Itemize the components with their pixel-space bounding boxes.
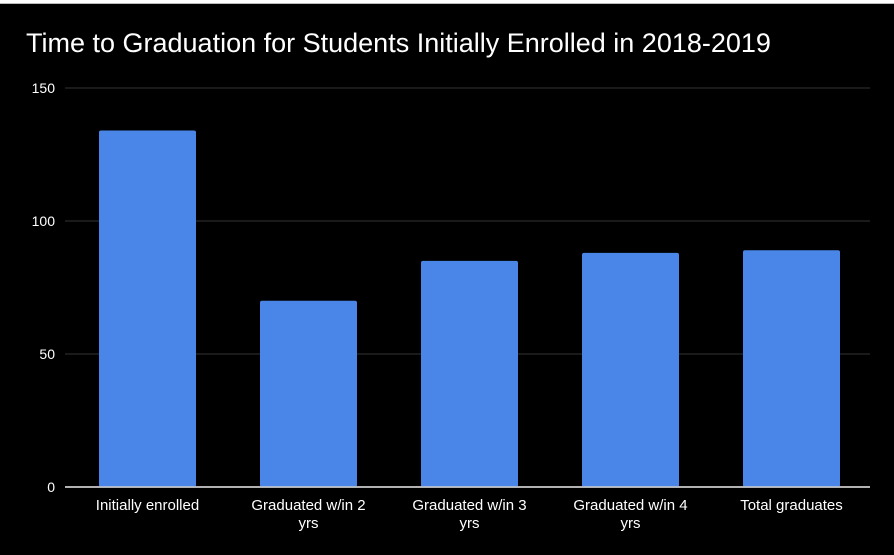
spreadsheet-grid-strip (0, 0, 894, 4)
x-tick-label: yrs (299, 515, 319, 532)
y-tick-label: 100 (32, 213, 56, 229)
bar (260, 300, 357, 487)
bar (99, 130, 196, 487)
chart-title: Time to Graduation for Students Initiall… (26, 28, 771, 58)
x-tick-label: Graduated w/in 2 (251, 497, 365, 514)
x-tick-label: yrs (460, 515, 480, 532)
bar (743, 250, 840, 487)
bar (582, 252, 679, 487)
x-tick-label: Initially enrolled (96, 497, 199, 514)
bar (421, 260, 518, 487)
x-tick-label: Graduated w/in 4 (573, 497, 687, 514)
y-tick-label: 150 (32, 80, 56, 96)
y-tick-label: 0 (47, 479, 55, 495)
y-tick-label: 50 (39, 346, 55, 362)
x-tick-label: Total graduates (740, 497, 843, 514)
x-tick-label: yrs (621, 515, 641, 532)
x-tick-label: Graduated w/in 3 (412, 497, 526, 514)
